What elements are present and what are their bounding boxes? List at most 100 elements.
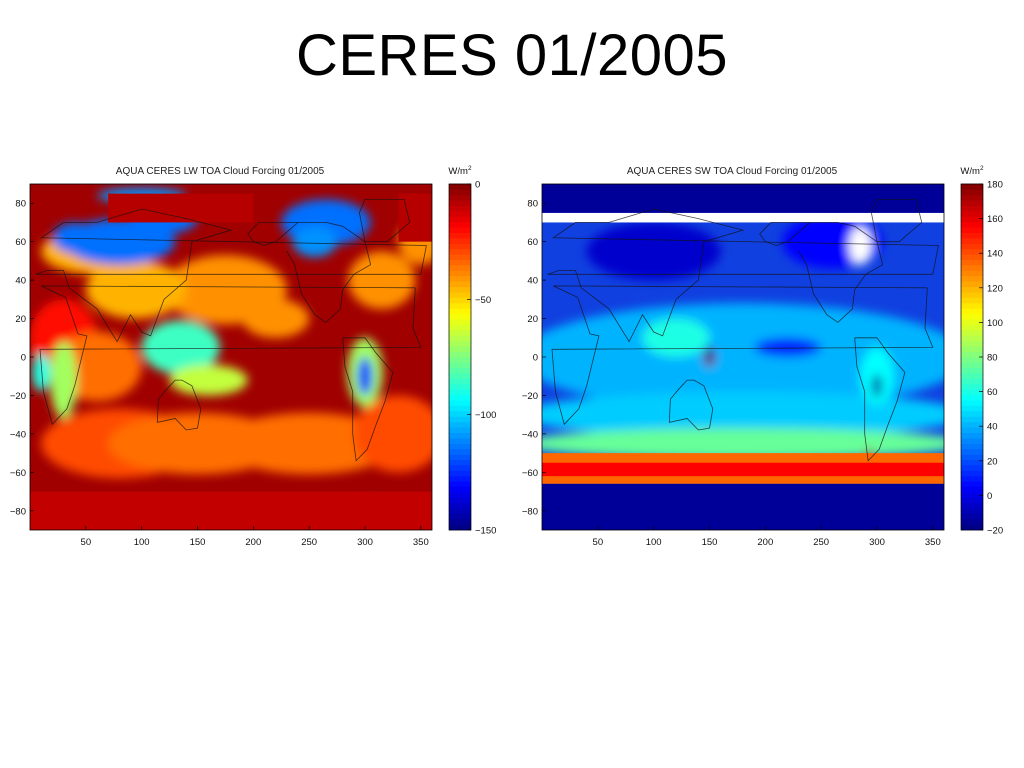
sw-colorbar-segment	[961, 281, 983, 288]
lw-colorbar-segment	[449, 253, 471, 260]
sw-y-tick-label: 0	[533, 353, 538, 364]
sw-field-region	[754, 337, 822, 357]
sw-field-region	[849, 226, 872, 265]
sw-colorbar-segment	[961, 459, 983, 466]
lw-axes: 50 100 150 200 250 300 350806040200−20−40−60−8…	[10, 183, 433, 548]
sw-x-tick-label: 100	[646, 537, 662, 548]
lw-colorbar-segment	[449, 497, 471, 504]
lw-colorbar-segment	[449, 340, 471, 347]
sw-colorbar-segment	[961, 464, 983, 471]
sw-colorbar-tick-label: −20	[987, 526, 1003, 537]
lw-colorbar-segment	[449, 248, 471, 255]
lw-cloud-forcing-map: AQUA CERES LW TOA Cloud Forcing 01/2005 …	[8, 160, 498, 550]
sw-colorbar-segment	[961, 410, 983, 417]
lw-colorbar-segment	[449, 243, 471, 250]
lw-colorbar-segment	[449, 297, 471, 304]
lw-y-tick-label: −80	[10, 506, 26, 517]
sw-colorbar-segment	[961, 383, 983, 390]
lw-coastline	[342, 337, 394, 462]
lw-colorbar-segment	[449, 199, 471, 206]
lw-field-region	[219, 412, 399, 475]
lw-y-tick-label: 60	[15, 237, 26, 248]
lw-x-tick-label: 300	[357, 537, 373, 548]
sw-colorbar-segment	[961, 308, 983, 315]
sw-field-region	[586, 222, 721, 281]
lw-colorbar-segment	[449, 508, 471, 515]
sw-coastline	[668, 379, 714, 431]
lw-colorbar-segment	[449, 410, 471, 417]
sw-colorbar-segment	[961, 426, 983, 433]
sw-y-tick-label: 60	[527, 237, 538, 248]
sw-colorbar-segment	[961, 362, 983, 369]
sw-colorbar-tick-label: 180	[987, 180, 1003, 191]
sw-colorbar-segment	[961, 351, 983, 358]
sw-colorbar-segment	[961, 486, 983, 493]
sw-colorbar-segment	[961, 324, 983, 331]
lw-colorbar-segment	[449, 426, 471, 433]
sw-colorbar-segment	[961, 372, 983, 379]
svg-text:W/m2: W/m2	[960, 165, 984, 177]
lw-field-band	[108, 193, 254, 223]
lw-colorbar-segment	[449, 437, 471, 444]
sw-colorbar-tick-label: 160	[987, 214, 1003, 225]
sw-colorbar-segment	[961, 502, 983, 509]
lw-field-region	[353, 395, 432, 473]
lw-colorbar-segment	[449, 448, 471, 455]
lw-colorbar-segment	[449, 329, 471, 336]
sw-colorbar-segment	[961, 335, 983, 342]
lw-colorbar-segment	[449, 216, 471, 223]
lw-colorbar-segment	[449, 259, 471, 266]
lw-colorbar-segment	[449, 302, 471, 309]
lw-colorbar-tick-label: −150	[475, 526, 496, 537]
lw-colorbar-segment	[449, 345, 471, 352]
lw-colorbar-segment	[449, 367, 471, 374]
lw-colorbar-tick-label: −100	[475, 410, 496, 421]
sw-colorbar-tick-label: 120	[987, 283, 1003, 294]
sw-y-tick-label: 80	[527, 199, 538, 210]
sw-colorbar-tick-label: 40	[987, 422, 998, 433]
lw-field-region	[242, 299, 310, 338]
sw-field-band	[542, 212, 944, 223]
sw-colorbar-segment	[961, 524, 983, 531]
lw-colorbar-segment	[449, 464, 471, 471]
sw-coastline	[854, 337, 906, 462]
lw-colorbar-tick-label: −50	[475, 295, 491, 306]
sw-colorbar-segment	[961, 232, 983, 239]
sw-colorbar-segment	[961, 394, 983, 401]
lw-colorbar-segment	[449, 221, 471, 228]
lw-colorbar-segment	[449, 275, 471, 282]
sw-cloud-forcing-map: AQUA CERES SW TOA Cloud Forcing 01/2005 …	[520, 160, 1010, 550]
sw-colorbar-segment	[961, 475, 983, 482]
lw-colorbar-segment	[449, 205, 471, 212]
sw-colorbar-segment	[961, 389, 983, 396]
lw-coastline	[35, 208, 427, 343]
lw-colorbar-segment	[449, 383, 471, 390]
sw-colorbar-segment	[961, 275, 983, 282]
lw-x-tick-label: 200	[245, 537, 261, 548]
sw-x-tick-label: 300	[869, 537, 885, 548]
sw-colorbar-tick-label: 60	[987, 387, 998, 398]
sw-colorbar-segment	[961, 481, 983, 488]
sw-colorbar-tick-label: 100	[987, 318, 1003, 329]
sw-colorbar-unit: W/m2	[960, 165, 984, 177]
lw-colorbar-segment	[449, 486, 471, 493]
lw-colorbar-unit: W/m2	[448, 165, 472, 177]
sw-colorbar-segment	[961, 356, 983, 363]
sw-colorbar-segment	[961, 264, 983, 271]
sw-colorbar-segment	[961, 518, 983, 525]
lw-colorbar-segment	[449, 459, 471, 466]
sw-colorbar-tick-label: 80	[987, 353, 998, 364]
sw-colorbar-segment	[961, 248, 983, 255]
sw-colorbar-segment	[961, 340, 983, 347]
lw-colorbar-segment	[449, 405, 471, 412]
lw-y-tick-label: −40	[10, 429, 26, 440]
lw-colorbar-segment	[449, 351, 471, 358]
sw-axes: 50 100 150 200 250 300 350806040200−20−40−60−8…	[522, 183, 945, 548]
lw-colorbar-segment	[449, 313, 471, 320]
lw-colorbar-segment	[449, 264, 471, 271]
lw-colorbar-tick-label: 0	[475, 180, 480, 191]
lw-coastline	[247, 222, 372, 323]
sw-y-tick-label: −20	[522, 391, 538, 402]
sw-colorbar-segment	[961, 286, 983, 293]
lw-colorbar-segment	[449, 491, 471, 498]
